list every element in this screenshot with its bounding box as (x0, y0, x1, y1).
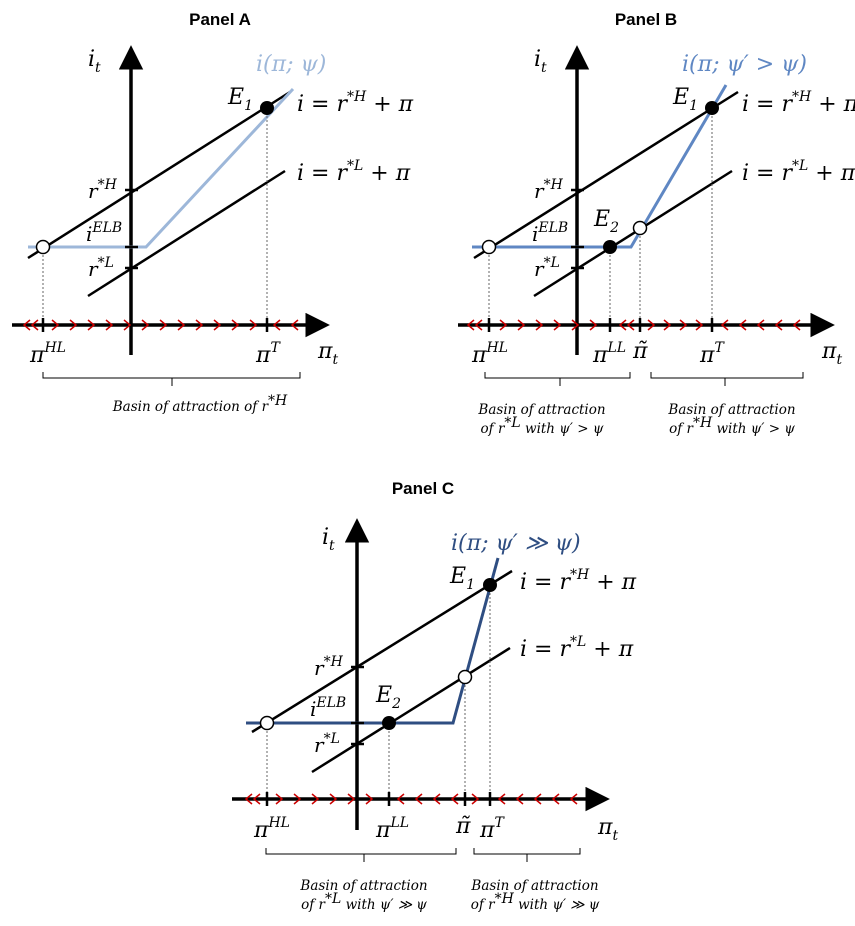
ielb-label: iELB (532, 220, 568, 246)
policy-rule-label: i(π; ψ′ ≫ ψ) (451, 531, 581, 556)
basin-brace-left (265, 848, 457, 862)
basin-left-line2: of r*L with ψ′ > ψ (481, 415, 604, 437)
basin-label: Basin of attraction of r*H (112, 393, 288, 415)
E2-label: E2 (593, 207, 619, 236)
E2-label: E2 (375, 683, 401, 712)
basin-right-line2: of r*H with ψ′ > ψ (669, 415, 795, 437)
policy-rule-label: i(π; ψ′ > ψ) (682, 52, 807, 77)
unstable-equilibrium-marker (259, 715, 275, 731)
policy-rule-label: i(π; ψ) (256, 52, 326, 77)
fisher-low-label: i = r*L + π (742, 158, 855, 186)
fisher-line-low (311, 646, 511, 774)
dynamics-arrows (466, 319, 801, 331)
basin-left-line1: Basin of attraction (299, 878, 427, 894)
E1-label: E1 (672, 85, 698, 114)
rL-label: r*L (534, 255, 560, 281)
E1-label: E1 (449, 564, 475, 593)
unstable-equilibrium-marker (457, 669, 473, 685)
axis-pi-label: πt (821, 339, 842, 368)
piHL-label: πHL (253, 815, 290, 843)
axis-pi-label: πt (597, 815, 618, 844)
rL-label: r*L (88, 255, 114, 281)
fisher-line-low (87, 169, 286, 298)
policy-rule-line (472, 84, 728, 249)
ielb-label: iELB (86, 220, 122, 246)
basin-left-line2: of r*L with ψ′ ≫ ψ (301, 891, 427, 913)
rL-label: r*L (314, 731, 340, 757)
basin-left-line1: Basin of attraction (477, 402, 605, 418)
axis-pi-label: πt (317, 339, 338, 368)
fisher-line-high (473, 90, 739, 260)
dynamics-arrows (22, 319, 299, 331)
panel-b: Panel B it πt i(π; ψ′ > ψ) E1 (458, 10, 855, 437)
pitilde-label: π̃ (455, 814, 471, 839)
piHL-label: πHL (29, 340, 66, 368)
fisher-high-label: i = r*H + π (520, 567, 637, 595)
panel-a-title: Panel A (189, 10, 251, 29)
basin-brace (42, 372, 301, 386)
panel-c: Panel C it πt i(π; ψ′ ≫ ψ) E1 (232, 479, 637, 913)
policy-rule-line (246, 557, 500, 725)
equilibrium-E1-marker (483, 578, 497, 592)
panel-b-title: Panel B (615, 10, 677, 29)
rH-label: r*H (314, 654, 344, 680)
panel-a: Panel A it πt i(π; ψ) E1 i = r (12, 10, 414, 415)
unstable-equilibrium-marker (481, 239, 497, 255)
fisher-line-high (251, 569, 513, 734)
piHL-label: πHL (471, 340, 508, 368)
ielb-label: iELB (310, 695, 346, 721)
equilibrium-E2-marker (603, 240, 617, 254)
piT-label: πT (479, 815, 505, 843)
basin-right-line2: of r*H with ψ′ ≫ ψ (471, 891, 600, 913)
equilibrium-E1-marker (260, 101, 274, 115)
basin-brace-left (484, 372, 631, 386)
fisher-line-high (27, 90, 291, 260)
basin-right-line1: Basin of attraction (667, 402, 795, 418)
rH-label: r*H (534, 177, 564, 203)
equilibrium-E2-marker (382, 716, 396, 730)
piT-label: πT (255, 340, 281, 368)
rH-label: r*H (88, 177, 118, 203)
piT-label: πT (699, 340, 725, 368)
fisher-high-label: i = r*H + π (742, 89, 855, 117)
basin-brace-right (473, 848, 581, 862)
fisher-line-low (533, 169, 733, 298)
unstable-equilibrium-marker (632, 220, 648, 236)
axis-i-label: it (322, 525, 335, 554)
piLL-label: πLL (375, 815, 409, 843)
piLL-label: πLL (592, 340, 626, 368)
fisher-low-label: i = r*L + π (297, 158, 411, 186)
fisher-high-label: i = r*H + π (297, 89, 414, 117)
equilibrium-E1-marker (705, 101, 719, 115)
axis-i-label: it (534, 47, 547, 76)
basin-right-line1: Basin of attraction (470, 878, 598, 894)
dynamics-arrows (244, 793, 578, 805)
pitilde-label: π̃ (632, 339, 648, 364)
basin-brace-right (650, 372, 804, 386)
fisher-low-label: i = r*L + π (520, 634, 634, 662)
policy-rule-line (28, 87, 295, 249)
unstable-equilibrium-marker (35, 239, 51, 255)
E1-label: E1 (227, 85, 253, 114)
panel-c-title: Panel C (392, 479, 454, 498)
axis-i-label: it (88, 47, 101, 76)
